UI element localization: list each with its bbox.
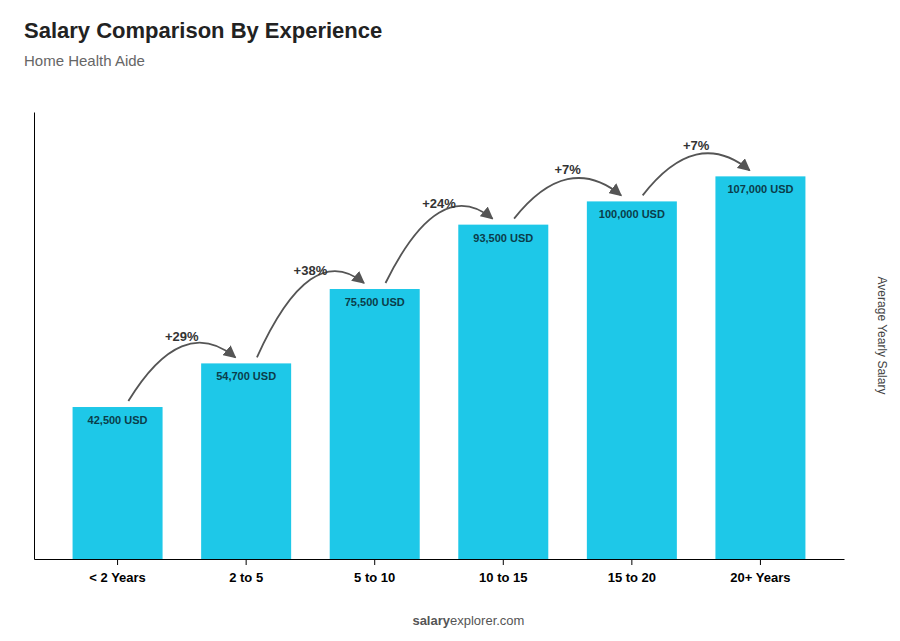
bar — [73, 407, 163, 559]
change-label: +7% — [554, 162, 581, 177]
bar — [715, 176, 805, 559]
data-label: 54,700 USD — [216, 370, 276, 382]
annotations: +29% +38% +24% +7% +7% — [128, 138, 749, 401]
data-labels: 42,500 USD 54,700 USD 75,500 USD 93,500 USD… — [88, 183, 794, 426]
change-arrow — [643, 153, 750, 195]
watermark-regular: explorer.com — [450, 613, 524, 628]
change-label: +7% — [683, 138, 710, 153]
x-tick-mark — [503, 559, 504, 565]
x-tick: < 2 Years — [89, 559, 146, 585]
bar — [330, 289, 420, 559]
y-axis-line — [34, 113, 35, 560]
x-tick: 20+ Years — [730, 559, 790, 585]
plot: < 2 Years 2 to 5 5 to 10 10 to 15 15 to 20 20… — [35, 113, 845, 586]
data-label: 93,500 USD — [473, 232, 533, 244]
x-axis-line — [35, 559, 845, 560]
y-axis — [34, 113, 35, 560]
x-tick-label: 20+ Years — [730, 570, 790, 585]
change-arrow — [514, 178, 621, 219]
x-tick-mark — [631, 559, 632, 565]
bar — [587, 201, 677, 559]
x-tick: 5 to 10 — [354, 559, 395, 585]
x-tick-label: < 2 Years — [89, 570, 146, 585]
change-label: +29% — [165, 329, 199, 344]
x-tick-mark — [117, 559, 118, 565]
x-tick-mark — [760, 559, 761, 565]
change-label: +38% — [294, 263, 328, 278]
x-tick-label: 10 to 15 — [479, 570, 527, 585]
subtitle: Home Health Aide — [24, 52, 145, 69]
x-tick: 10 to 15 — [479, 559, 527, 585]
data-label: 100,000 USD — [599, 208, 665, 220]
x-tick-mark — [374, 559, 375, 565]
change-arrow — [128, 343, 235, 401]
chart: Salary Comparison By Experience Home Heal… — [0, 0, 900, 641]
change-arrow — [257, 271, 364, 357]
bars — [73, 176, 806, 559]
x-tick-label: 15 to 20 — [608, 570, 656, 585]
title: Salary Comparison By Experience — [24, 18, 382, 43]
x-tick-label: 2 to 5 — [229, 570, 263, 585]
data-label: 42,500 USD — [88, 414, 148, 426]
y-axis-title: Average Yearly Salary — [875, 277, 889, 395]
watermark-bold: salary — [412, 613, 450, 628]
x-tick-mark — [246, 559, 247, 565]
data-label: 107,000 USD — [727, 183, 793, 195]
x-tick: 15 to 20 — [608, 559, 656, 585]
bar — [201, 363, 291, 559]
x-axis: < 2 Years 2 to 5 5 to 10 10 to 15 15 to 20 20… — [35, 559, 845, 585]
change-label: +24% — [422, 196, 456, 211]
x-tick-label: 5 to 10 — [354, 570, 395, 585]
change-arrow — [386, 206, 493, 283]
data-label: 75,500 USD — [345, 296, 405, 308]
x-tick: 2 to 5 — [229, 559, 263, 585]
bar — [458, 225, 548, 559]
